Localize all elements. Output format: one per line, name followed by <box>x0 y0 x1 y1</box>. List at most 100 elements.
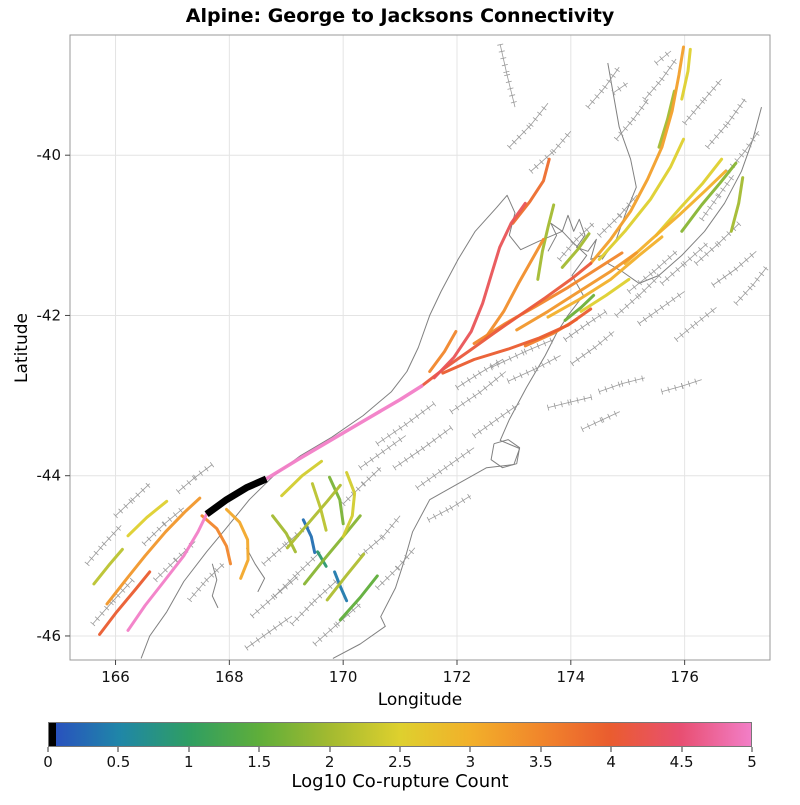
fault-tick <box>575 356 580 363</box>
fault-tick <box>363 548 368 554</box>
coastline-path <box>601 62 637 260</box>
fault-tick <box>707 205 713 210</box>
fault-tick <box>128 498 134 504</box>
fault-tick <box>733 301 739 306</box>
fault-tick <box>198 470 203 476</box>
fault-tick <box>585 104 591 110</box>
coastline-path <box>211 563 219 609</box>
fault-tick <box>477 370 482 376</box>
fault-tick <box>375 440 380 447</box>
fault-tick <box>569 360 575 367</box>
fault-tick <box>500 57 507 60</box>
fault-tick <box>163 567 168 573</box>
fault-tick <box>587 348 592 355</box>
fault-tick <box>626 202 632 207</box>
fault-tick <box>449 408 454 415</box>
fault-tick <box>656 273 662 279</box>
fault-tick <box>581 352 586 359</box>
fault-tick <box>630 117 637 122</box>
plot-border <box>69 34 771 661</box>
rupture-trace <box>579 277 631 313</box>
fault-tick <box>191 592 197 597</box>
fault-tick <box>690 323 695 329</box>
fault-tick <box>699 99 706 104</box>
fault-tick <box>376 466 382 472</box>
colorbar-tick-mark <box>399 747 401 752</box>
fault-tick <box>317 593 323 599</box>
y-tick-label: -46 <box>37 627 62 645</box>
fault-tick <box>483 424 488 431</box>
fault-tick <box>611 383 614 390</box>
fault-tick <box>528 122 534 127</box>
colorbar <box>48 722 752 747</box>
fault-tick <box>146 536 152 542</box>
fault-tick <box>555 143 561 149</box>
fault-tick <box>664 276 670 282</box>
fault-tick <box>449 504 454 511</box>
fault-tick <box>219 563 225 568</box>
fault-tick <box>718 128 724 134</box>
fault-tick <box>641 375 644 382</box>
fault-tick <box>322 588 328 594</box>
fault-tick <box>386 433 391 439</box>
rupture-trace <box>680 47 692 101</box>
fault-tick <box>123 503 129 509</box>
rupture-trace <box>328 475 345 526</box>
fault-tick <box>574 328 579 335</box>
fault-tick <box>299 611 305 617</box>
fault-tick <box>460 452 465 459</box>
fault-tick <box>553 402 556 409</box>
fault-tick <box>747 285 753 291</box>
fault-tick <box>209 462 215 468</box>
rupture-trace <box>420 261 593 388</box>
fault-tick <box>687 256 693 262</box>
fault-tick <box>472 393 477 399</box>
fault-tick <box>597 312 602 319</box>
fault-tick <box>682 120 688 126</box>
colorbar-tick-label: 0.5 <box>106 753 131 771</box>
coastline-path <box>607 106 762 284</box>
fault-tick <box>277 588 283 594</box>
fault-tick <box>698 246 703 252</box>
fault-tick <box>521 129 527 135</box>
x-tick-label: 170 <box>329 668 358 686</box>
rupture-trace <box>589 45 685 265</box>
colorbar-tick-label: 1 <box>184 753 194 771</box>
source-section-path <box>204 475 268 518</box>
fault-tick <box>738 261 744 267</box>
fault-tick <box>754 131 760 136</box>
fault-tick <box>293 575 299 581</box>
fault-tick <box>98 545 104 551</box>
fault-tick <box>659 304 664 311</box>
fault-tick <box>317 636 323 642</box>
fault-tick <box>567 399 570 406</box>
fault-tick <box>541 106 547 111</box>
fault-tick <box>300 566 306 572</box>
rupture-trace <box>536 203 556 281</box>
fault-tick <box>272 593 278 599</box>
colorbar-under-swatch <box>49 723 56 746</box>
fault-tick <box>635 294 640 300</box>
fault-tick <box>746 143 752 148</box>
fault-tick <box>541 362 545 368</box>
rupture-trace <box>316 550 328 568</box>
fault-tick <box>614 67 620 73</box>
fault-tick <box>618 131 624 137</box>
fault-tick <box>363 460 369 467</box>
fault-tick <box>333 622 339 628</box>
fault-tick <box>398 461 403 467</box>
fault-tick <box>624 303 630 309</box>
fault-tick <box>580 324 585 331</box>
fault-tick <box>634 377 637 384</box>
x-tick-label: 174 <box>556 668 585 686</box>
fault-tick <box>598 88 605 94</box>
colorbar-tick-mark <box>47 747 49 752</box>
fault-tick <box>261 633 266 639</box>
fault-tick <box>521 349 525 356</box>
fault-tick <box>426 405 431 411</box>
fault-tick <box>445 507 449 513</box>
fault-tick <box>437 433 442 439</box>
rupture-trace <box>325 552 366 602</box>
fault-tick <box>384 575 390 581</box>
rupture-trace <box>623 169 728 265</box>
